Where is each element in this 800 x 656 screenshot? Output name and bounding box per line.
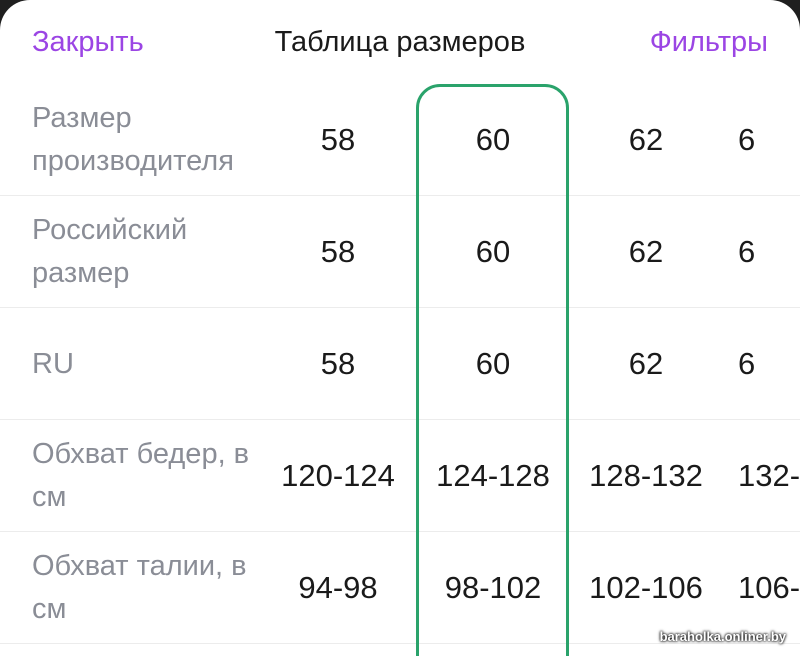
size-cell[interactable]: 58 <box>320 346 356 381</box>
table-row-hip-girth: Обхват бедер, в см 120-124 124-128 128-1… <box>0 420 800 532</box>
row-label: Размер производителя <box>32 102 234 177</box>
size-cell-selected[interactable]: 60 <box>475 122 511 157</box>
row-label: Обхват бедер, в см <box>32 438 250 513</box>
filters-button[interactable]: Фильтры <box>649 26 768 58</box>
row-label: Российский размер <box>32 214 188 289</box>
size-cell[interactable]: 6 <box>738 346 756 381</box>
size-cell[interactable]: 120-124 <box>281 458 395 493</box>
header: Закрыть Таблица размеров Фильтры <box>0 0 800 90</box>
table-row-russian-size: Российский размер 58 60 62 6 <box>0 196 800 308</box>
row-label: RU <box>32 347 74 380</box>
size-cell[interactable]: 62 <box>628 346 664 381</box>
size-cell[interactable]: 6 <box>738 234 756 269</box>
size-cell[interactable]: 58 <box>320 122 356 157</box>
size-cell[interactable]: 94-98 <box>298 570 378 605</box>
size-cell-selected[interactable]: 60 <box>475 346 511 381</box>
watermark: baraholka.onliner.by <box>659 629 786 644</box>
size-cell[interactable]: 102-106 <box>589 570 703 605</box>
size-cell-selected[interactable]: 60 <box>475 234 511 269</box>
table-row-waist-girth: Обхват талии, в см 94-98 98-102 102-106 … <box>0 532 800 644</box>
size-cell[interactable]: 62 <box>628 122 664 157</box>
close-button[interactable]: Закрыть <box>32 26 144 58</box>
size-cell[interactable]: 62 <box>628 234 664 269</box>
size-cell[interactable]: 132- <box>738 458 800 493</box>
page-title-text: Таблица размеров <box>274 26 526 58</box>
size-cell[interactable]: 106- <box>738 570 800 605</box>
table-row-ru: RU 58 60 62 6 <box>0 308 800 420</box>
size-cell[interactable]: 58 <box>320 234 356 269</box>
size-cell[interactable]: 6 <box>738 122 756 157</box>
size-cell[interactable]: 128-132 <box>589 458 703 493</box>
row-label: Обхват талии, в см <box>32 550 247 625</box>
size-cell-selected[interactable]: 98-102 <box>444 570 542 605</box>
table-row-manufacturer-size: Размер производителя 58 60 62 6 <box>0 84 800 196</box>
page-title: Таблица размеров <box>0 26 800 59</box>
size-cell-selected[interactable]: 124-128 <box>436 458 550 493</box>
